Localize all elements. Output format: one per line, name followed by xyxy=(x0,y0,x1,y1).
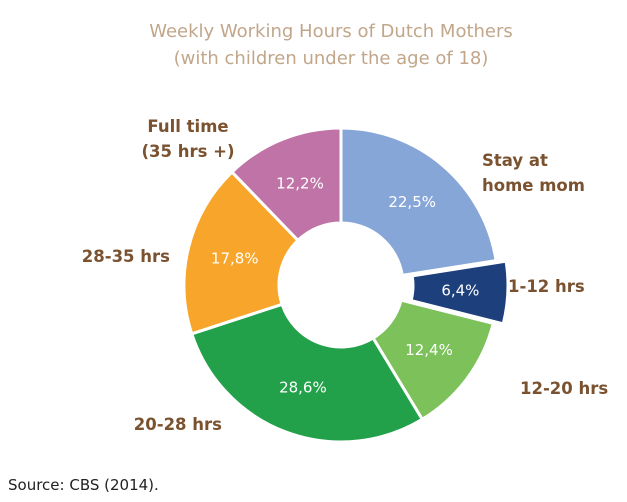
slice-value-label: 12,4% xyxy=(405,341,453,359)
slice-6 xyxy=(229,126,343,243)
slice-1 xyxy=(339,126,498,278)
category-label-line: Full time xyxy=(147,117,228,136)
category-label: 12-20 hrs xyxy=(520,379,608,398)
slice-value-label: 22,5% xyxy=(388,193,436,211)
category-label-line: 28-35 hrs xyxy=(82,247,170,266)
category-label-line: 1-12 hrs xyxy=(508,277,585,296)
category-label: 20-28 hrs xyxy=(134,415,222,434)
source-note: Source: CBS (2014). xyxy=(8,476,159,494)
category-label: 28-35 hrs xyxy=(82,247,170,266)
category-label-line: (35 hrs +) xyxy=(141,142,234,161)
chart-subtitle: (with children under the age of 18) xyxy=(174,48,489,69)
category-label-line: 12-20 hrs xyxy=(520,379,608,398)
slices-group xyxy=(182,126,510,444)
slice-value-label: 12,2% xyxy=(276,174,324,192)
slice-value-label: 28,6% xyxy=(279,379,327,397)
category-label-line: Stay at xyxy=(482,151,548,170)
slice-value-label: 6,4% xyxy=(441,281,479,299)
chart-title: Weekly Working Hours of Dutch Mothers xyxy=(149,21,513,42)
category-label: Full time (35 hrs +) xyxy=(141,117,234,161)
slice-2 xyxy=(409,259,510,326)
category-label: Stay at home mom xyxy=(482,151,585,195)
slice-4 xyxy=(189,302,425,444)
category-labels-group: Stay at home mom 1-12 hrs 12-20 hrs 20-28 hr… xyxy=(82,117,609,434)
category-label-line: home mom xyxy=(482,176,585,195)
category-label-line: 20-28 hrs xyxy=(134,415,222,434)
value-labels-group: 22,5% 6,4% 12,4% 28,6% 17,8% 12,2% xyxy=(211,174,480,396)
category-label: 1-12 hrs xyxy=(508,277,585,296)
slice-value-label: 17,8% xyxy=(211,250,259,268)
